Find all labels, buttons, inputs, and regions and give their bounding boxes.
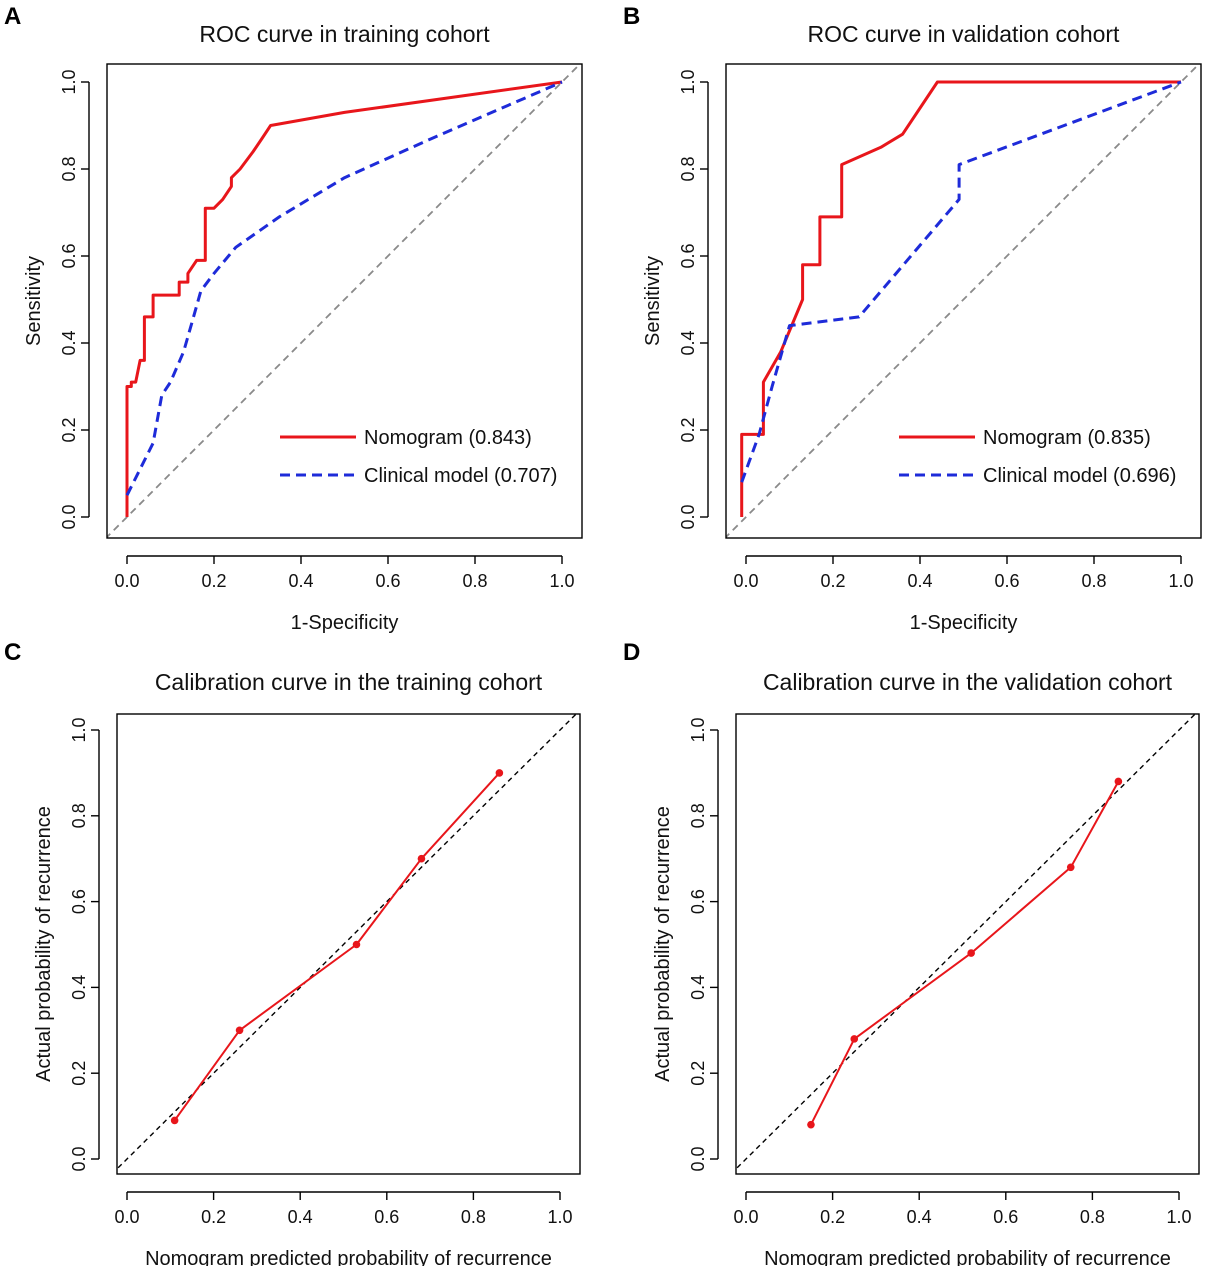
nomogram-line [125, 80, 563, 517]
y-tick-label: 0.4 [678, 330, 698, 355]
roc-validation-chart: B ROC curve in validation cohort 0.0 0.2 0.4… [623, 3, 1202, 634]
y-axis-label: Actual probability of recurrence [33, 806, 55, 1082]
calibration-validation-chart: D Calibration curve in the validation coh… [623, 639, 1200, 1266]
y-axis-label: Sensitivity [642, 256, 664, 346]
plot-frame [116, 713, 581, 1175]
x-tick-label: 0.0 [114, 1207, 139, 1227]
y-tick-label: 0.2 [59, 417, 79, 442]
y-tick-label: 0.6 [688, 889, 708, 914]
clinical-model-line [740, 80, 1182, 483]
x-tick-label: 0.8 [1081, 571, 1106, 591]
y-tick-label: 0.6 [678, 243, 698, 268]
panel-letter: C [4, 639, 21, 666]
panel-a: A ROC curve in training cohort 0.0 0.2 0.4 0.… [0, 0, 610, 634]
x-tick-label: 0.4 [907, 1207, 932, 1227]
y-tick-label: 0.6 [59, 243, 79, 268]
calibration-point [170, 1116, 179, 1125]
legend-label: Clinical model (0.707) [364, 465, 557, 487]
plot-frame [735, 713, 1200, 1175]
calibration-line [810, 781, 1120, 1126]
chart-title: ROC curve in training cohort [199, 21, 490, 47]
calibration-point [352, 940, 361, 949]
y-tick-label: 0.0 [59, 504, 79, 529]
y-axis-label: Sensitivity [23, 256, 45, 346]
x-tick-label: 0.4 [288, 571, 313, 591]
reference-diagonal [107, 64, 582, 538]
x-tick-label: 0.0 [114, 571, 139, 591]
y-axis-label: Actual probability of recurrence [652, 806, 674, 1082]
x-axis-label: 1-Specificity [291, 612, 399, 634]
chart-title: Calibration curve in the validation coho… [763, 669, 1173, 695]
legend-label: Clinical model (0.696) [983, 465, 1176, 487]
reference-diagonal [726, 64, 1201, 538]
clinical-model-line [125, 80, 563, 496]
x-tick-label: 0.6 [993, 1207, 1018, 1227]
chart-title: ROC curve in validation cohort [808, 21, 1121, 47]
x-tick-label: 0.2 [820, 1207, 845, 1227]
y-tick-label: 0.0 [688, 1146, 708, 1171]
calibration-point [417, 854, 426, 863]
x-axis-label: Nomogram predicted probability of recurr… [145, 1248, 552, 1266]
calibration-point [1066, 863, 1075, 872]
y-tick-label: 0.2 [678, 417, 698, 442]
y-tick-label: 0.8 [678, 156, 698, 181]
y-tick-label: 0.0 [69, 1146, 89, 1171]
y-tick-label: 1.0 [69, 717, 89, 742]
x-tick-label: 0.8 [461, 1207, 486, 1227]
calibration-training-chart: C Calibration curve in the training cohor… [4, 639, 581, 1266]
x-tick-label: 0.2 [201, 1207, 226, 1227]
calibration-point [807, 1120, 815, 1129]
y-tick-label: 0.8 [688, 803, 708, 828]
y-tick-label: 0.4 [688, 975, 708, 1000]
y-tick-label: 0.2 [688, 1061, 708, 1086]
panel-letter: A [4, 3, 21, 30]
calibration-point [967, 949, 975, 957]
y-tick-label: 0.4 [69, 975, 89, 1000]
y-tick-label: 0.8 [59, 156, 79, 181]
x-tick-label: 0.4 [288, 1207, 313, 1227]
roc-training-chart: A ROC curve in training cohort 0.0 0.2 0.4 0.… [4, 3, 583, 634]
calibration-point [495, 769, 504, 777]
panel-b: B ROC curve in validation cohort 0.0 0.2 0.4… [619, 0, 1229, 634]
legend-label: Nomogram (0.843) [364, 427, 532, 449]
calibration-point [235, 1026, 244, 1035]
x-tick-label: 1.0 [549, 571, 574, 591]
chart-title: Calibration curve in the training cohort [155, 669, 543, 695]
x-tick-label: 0.4 [907, 571, 932, 591]
calibration-point [1114, 777, 1123, 786]
reference-diagonal [736, 714, 1197, 1170]
x-axis-label: Nomogram predicted probability of recurr… [764, 1248, 1171, 1266]
x-tick-label: 0.6 [374, 1207, 399, 1227]
y-tick-label: 1.0 [678, 69, 698, 94]
y-tick-label: 0.0 [678, 504, 698, 529]
x-tick-label: 0.8 [1080, 1207, 1105, 1227]
plot-frame [725, 63, 1202, 539]
y-tick-label: 1.0 [59, 69, 79, 94]
panel-c: C Calibration curve in the training cohor… [0, 636, 610, 1266]
x-tick-label: 0.6 [994, 571, 1019, 591]
reference-diagonal [117, 714, 578, 1170]
panel-letter: D [623, 639, 640, 666]
y-tick-label: 1.0 [688, 717, 708, 742]
x-tick-label: 0.0 [733, 1207, 758, 1227]
x-tick-label: 1.0 [547, 1207, 572, 1227]
panel-letter: B [623, 3, 640, 30]
x-tick-label: 0.8 [462, 571, 487, 591]
panel-d: D Calibration curve in the validation coh… [619, 636, 1229, 1266]
x-tick-label: 1.0 [1166, 1207, 1191, 1227]
x-tick-label: 0.2 [820, 571, 845, 591]
y-tick-label: 0.4 [59, 330, 79, 355]
calibration-point [850, 1035, 859, 1043]
y-tick-label: 0.6 [69, 889, 89, 914]
x-tick-label: 0.6 [375, 571, 400, 591]
plot-frame [106, 63, 583, 539]
y-tick-label: 0.2 [69, 1061, 89, 1086]
x-tick-label: 0.0 [733, 571, 758, 591]
legend-label: Nomogram (0.835) [983, 427, 1151, 449]
calibration-line [173, 772, 501, 1121]
x-tick-label: 1.0 [1168, 571, 1193, 591]
x-axis-label: 1-Specificity [910, 612, 1018, 634]
x-tick-label: 0.2 [201, 571, 226, 591]
y-tick-label: 0.8 [69, 803, 89, 828]
